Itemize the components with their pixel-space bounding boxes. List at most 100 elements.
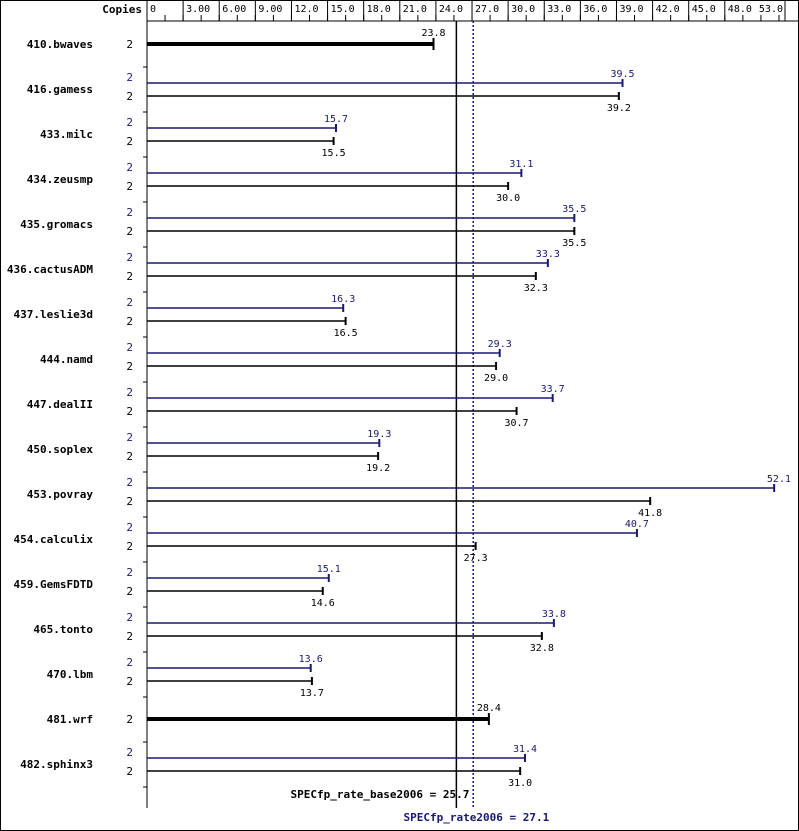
base-copies-label: 2 (126, 450, 133, 463)
peak-copies-label: 2 (126, 296, 133, 309)
x-tick-label: 30.0 (511, 4, 535, 15)
base-copies-label: 2 (126, 180, 133, 193)
x-tick-label: 45.0 (692, 4, 716, 15)
base-copies-label: 2 (126, 360, 133, 373)
benchmark-label: 470.lbm (47, 668, 94, 681)
peak-copies-label: 2 (126, 611, 133, 624)
base-value-label: 27.3 (464, 553, 488, 564)
base-value-label: 29.0 (484, 373, 508, 384)
x-tick-label: 15.0 (331, 4, 355, 15)
peak-copies-label: 2 (126, 206, 133, 219)
peak-value-label: 15.1 (317, 564, 341, 575)
peak-value-label: 33.8 (542, 609, 566, 620)
base-copies-label: 2 (126, 270, 133, 283)
base-value-label: 39.2 (607, 103, 631, 114)
base-value-label: 30.0 (496, 193, 520, 204)
peak-copies-label: 2 (126, 746, 133, 759)
benchmark-label: 436.cactusADM (7, 263, 93, 276)
peak-copies-label: 2 (126, 116, 133, 129)
copies-header: Copies (102, 3, 142, 16)
benchmark-label: 482.sphinx3 (20, 758, 93, 771)
base-value-label: 31.0 (508, 778, 532, 789)
base-value-label: 41.8 (638, 508, 662, 519)
benchmark-label: 454.calculix (14, 533, 94, 546)
peak-copies-label: 2 (126, 341, 133, 354)
peak-value-label: 40.7 (625, 519, 649, 530)
base-value-label: 23.8 (421, 28, 445, 39)
base-copies-label: 2 (126, 38, 133, 51)
x-tick-label: 9.00 (258, 4, 282, 15)
base-value-label: 13.7 (300, 688, 324, 699)
x-tick-label: 3.00 (186, 4, 210, 15)
peak-value-label: 13.6 (299, 654, 323, 665)
base-copies-label: 2 (126, 713, 133, 726)
x-tick-label: 18.0 (367, 4, 391, 15)
peak-value-label: 29.3 (488, 339, 512, 350)
reference-label-peak: SPECfp_rate2006 = 27.1 (404, 811, 550, 824)
x-tick-label: 21.0 (403, 4, 427, 15)
base-value-label: 35.5 (562, 238, 586, 249)
base-copies-label: 2 (126, 225, 133, 238)
peak-value-label: 33.3 (536, 249, 560, 260)
benchmark-label: 435.gromacs (20, 218, 93, 231)
base-copies-label: 2 (126, 540, 133, 553)
benchmark-label: 453.povray (27, 488, 94, 501)
benchmark-label: 434.zeusmp (27, 173, 94, 186)
benchmark-label: 459.GemsFDTD (14, 578, 94, 591)
x-tick-label: 42.0 (656, 4, 680, 15)
benchmark-label: 465.tonto (33, 623, 93, 636)
benchmark-label: 481.wrf (47, 713, 93, 726)
benchmark-label: 444.namd (40, 353, 93, 366)
benchmark-label: 437.leslie3d (14, 308, 93, 321)
peak-value-label: 31.1 (509, 159, 533, 170)
base-value-label: 15.5 (322, 148, 346, 159)
x-tick-label: 12.0 (294, 4, 318, 15)
x-tick-label: 6.00 (222, 4, 246, 15)
peak-copies-label: 2 (126, 566, 133, 579)
base-copies-label: 2 (126, 765, 133, 778)
benchmark-label: 450.soplex (27, 443, 94, 456)
peak-copies-label: 2 (126, 71, 133, 84)
base-copies-label: 2 (126, 135, 133, 148)
base-copies-label: 2 (126, 495, 133, 508)
peak-value-label: 39.5 (610, 69, 634, 80)
peak-value-label: 15.7 (324, 114, 348, 125)
peak-value-label: 35.5 (562, 204, 586, 215)
base-copies-label: 2 (126, 315, 133, 328)
benchmark-label: 433.milc (40, 128, 93, 141)
peak-copies-label: 2 (126, 251, 133, 264)
base-value-label: 28.4 (477, 703, 501, 714)
reference-label-base: SPECfp_rate_base2006 = 25.7 (291, 788, 470, 801)
x-tick-label: 36.0 (583, 4, 607, 15)
peak-value-label: 52.1 (767, 474, 791, 485)
base-value-label: 32.8 (530, 643, 554, 654)
peak-value-label: 19.3 (367, 429, 391, 440)
base-value-label: 14.6 (311, 598, 335, 609)
base-copies-label: 2 (126, 675, 133, 688)
benchmark-label: 447.dealII (27, 398, 93, 411)
x-tick-label: 33.0 (547, 4, 571, 15)
peak-copies-label: 2 (126, 386, 133, 399)
base-value-label: 16.5 (334, 328, 358, 339)
benchmark-label: 416.gamess (27, 83, 93, 96)
base-copies-label: 2 (126, 90, 133, 103)
peak-copies-label: 2 (126, 656, 133, 669)
base-value-label: 32.3 (524, 283, 548, 294)
x-tick-label: 53.0 (759, 4, 783, 15)
x-tick-label: 39.0 (619, 4, 643, 15)
base-copies-label: 2 (126, 630, 133, 643)
base-copies-label: 2 (126, 585, 133, 598)
peak-value-label: 16.3 (331, 294, 355, 305)
x-tick-label: 48.0 (728, 4, 752, 15)
base-value-label: 30.7 (505, 418, 529, 429)
benchmark-label: 410.bwaves (27, 38, 93, 51)
peak-copies-label: 2 (126, 161, 133, 174)
x-tick-label: 27.0 (475, 4, 499, 15)
base-copies-label: 2 (126, 405, 133, 418)
base-value-label: 19.2 (366, 463, 390, 474)
peak-value-label: 31.4 (513, 744, 537, 755)
peak-copies-label: 2 (126, 431, 133, 444)
peak-copies-label: 2 (126, 476, 133, 489)
